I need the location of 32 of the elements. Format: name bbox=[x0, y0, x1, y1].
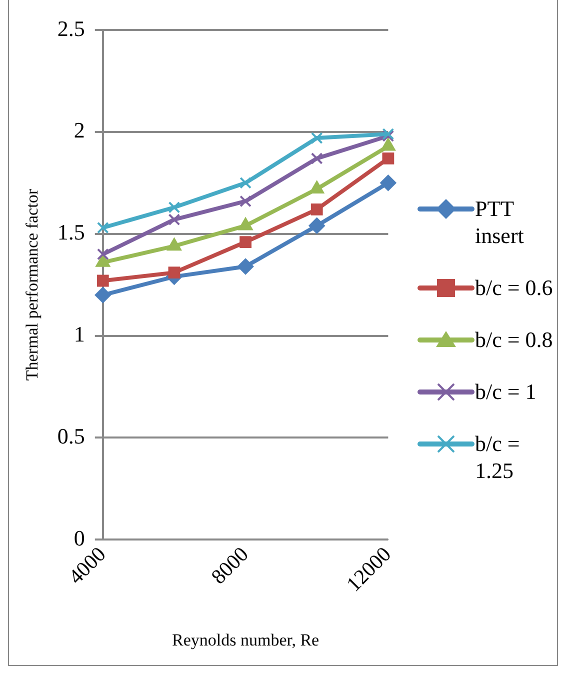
point bbox=[168, 214, 180, 226]
legend-label: b/c = 1 bbox=[475, 378, 538, 405]
point bbox=[96, 274, 109, 287]
y-tick-label: 2.5 bbox=[57, 16, 85, 41]
point bbox=[168, 266, 180, 279]
y-axis-title: Thermal performance factor bbox=[22, 188, 42, 381]
y-tick-label: 2 bbox=[74, 118, 85, 143]
point bbox=[240, 195, 252, 208]
point bbox=[310, 181, 324, 194]
point bbox=[382, 152, 394, 164]
legend-label: b/c = 0.8 bbox=[475, 326, 554, 353]
point bbox=[96, 248, 109, 260]
point bbox=[238, 258, 254, 274]
y-tick-label: 0.5 bbox=[57, 424, 85, 449]
point bbox=[94, 287, 111, 304]
point bbox=[308, 218, 325, 234]
point bbox=[168, 201, 180, 214]
point bbox=[310, 203, 323, 216]
y-tick-label: 1.5 bbox=[57, 220, 85, 245]
y-tick-label: 0 bbox=[74, 525, 85, 550]
point bbox=[310, 152, 323, 164]
point bbox=[310, 132, 323, 144]
x-tick-label: 8000 bbox=[206, 542, 253, 589]
point bbox=[381, 138, 396, 151]
legend-label: PTT insert bbox=[475, 195, 525, 249]
point bbox=[240, 176, 252, 189]
x-axis-title: Reynolds number, Re bbox=[172, 630, 320, 650]
y-tick-label: 1 bbox=[74, 322, 85, 347]
point bbox=[380, 174, 396, 191]
point bbox=[240, 236, 252, 248]
legend-label: b/c = 1.25 bbox=[475, 430, 521, 484]
legend-label: b/c = 0.6 bbox=[475, 274, 554, 301]
